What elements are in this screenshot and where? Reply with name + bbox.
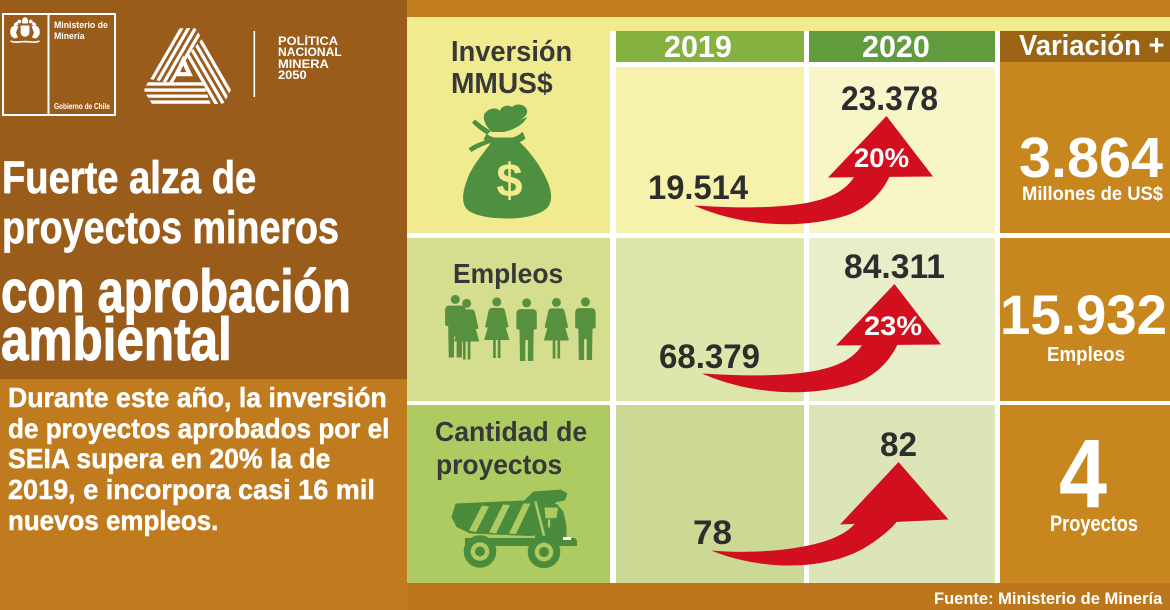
svg-text:$: $ (496, 154, 522, 207)
